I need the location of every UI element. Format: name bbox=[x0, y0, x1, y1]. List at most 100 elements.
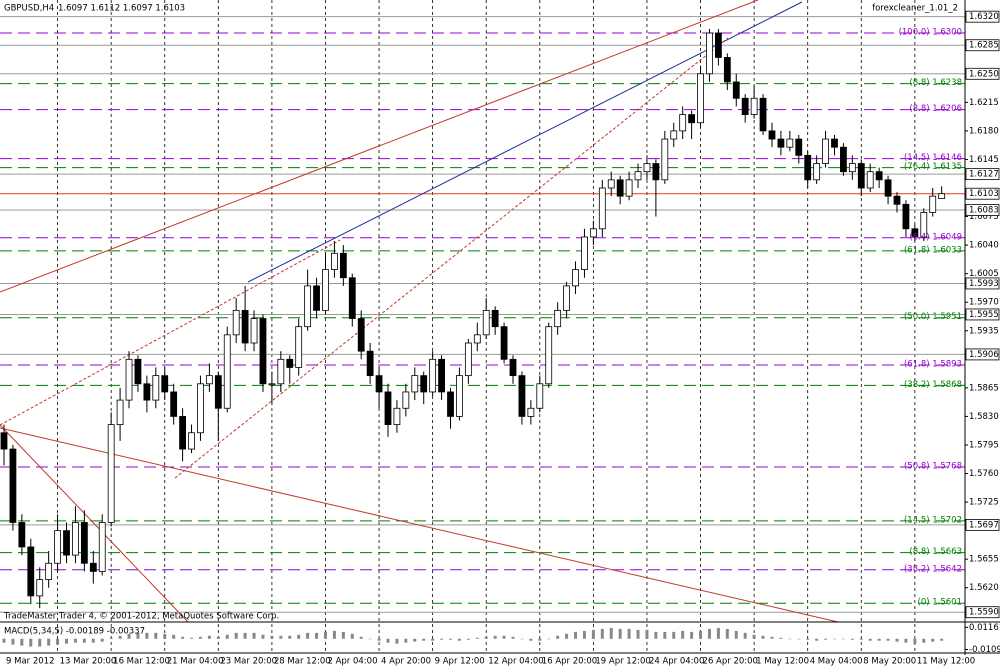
macd-bar bbox=[20, 638, 24, 646]
candle-body bbox=[920, 212, 928, 238]
price-label: 1.6285 bbox=[969, 41, 999, 51]
x-tick-label: 24 Apr 04:00 bbox=[649, 657, 704, 667]
macd-bar bbox=[832, 638, 836, 640]
candle-body bbox=[563, 285, 570, 311]
macd-bar bbox=[868, 638, 872, 641]
x-tick-label: 8 May 20:00 bbox=[863, 657, 916, 667]
macd-bar bbox=[538, 638, 542, 641]
candle-body bbox=[429, 358, 437, 393]
candle-body bbox=[706, 32, 713, 75]
candle-body bbox=[143, 383, 151, 401]
macd-bar bbox=[788, 638, 792, 640]
macd-bar bbox=[225, 634, 229, 639]
macd-bar bbox=[618, 628, 622, 639]
candle-body bbox=[456, 375, 463, 417]
candle-body bbox=[607, 179, 615, 189]
price-label-box bbox=[965, 10, 1000, 23]
x-tick-label: 21 Mar 04:00 bbox=[167, 657, 224, 667]
y-tick-label: 1.6145 bbox=[969, 155, 999, 165]
price-label: 1.5906 bbox=[969, 350, 999, 360]
macd-tick-label: 0.01161 bbox=[969, 623, 1000, 633]
macd-bar bbox=[484, 636, 488, 639]
macd-bar bbox=[511, 636, 515, 639]
candle-body bbox=[98, 522, 106, 572]
macd-bar bbox=[2, 638, 6, 643]
level-label: (100.0) 1.6300 bbox=[899, 28, 962, 38]
macd-bar bbox=[252, 632, 256, 639]
macd-bar bbox=[386, 638, 390, 643]
candle-body bbox=[679, 114, 687, 132]
level-label: (61.8) 1.6033 bbox=[904, 245, 962, 255]
price-label: 1.5697 bbox=[969, 520, 999, 530]
candle-body bbox=[581, 236, 588, 270]
candle-body bbox=[697, 73, 704, 124]
level-label: (50.8) 1.5768 bbox=[904, 462, 962, 472]
y-tick-label: 1.6180 bbox=[969, 126, 999, 136]
macd-bar bbox=[681, 630, 685, 639]
macd-bar bbox=[440, 638, 444, 640]
candle-body bbox=[89, 562, 97, 572]
candle-body bbox=[54, 530, 61, 564]
y-tick-label: 1.6215 bbox=[969, 98, 999, 108]
price-label-box bbox=[965, 606, 1000, 619]
candle-body bbox=[911, 228, 919, 238]
candle-body bbox=[223, 334, 231, 409]
x-tick-label: 23 Mar 20:00 bbox=[220, 657, 277, 667]
trend-line bbox=[174, 37, 729, 479]
y-tick-label: 1.5725 bbox=[969, 498, 999, 508]
candle-body bbox=[715, 32, 722, 58]
candle-body bbox=[527, 407, 535, 417]
y-tick-label: 1.5935 bbox=[969, 326, 999, 336]
macd-bar bbox=[323, 631, 327, 639]
macd-bar bbox=[395, 638, 399, 644]
candle-body bbox=[197, 383, 204, 434]
candle-body bbox=[152, 375, 160, 401]
candle-body bbox=[375, 375, 383, 393]
candle-body bbox=[786, 138, 794, 148]
candle-body bbox=[875, 171, 883, 181]
macd-bar bbox=[886, 638, 890, 641]
macd-bar bbox=[591, 629, 595, 639]
candle-body bbox=[893, 195, 901, 205]
macd-bar bbox=[145, 632, 149, 639]
macd-bar bbox=[332, 630, 336, 639]
macd-bar bbox=[190, 637, 194, 639]
level-label: (38.2) 1.5868 bbox=[904, 380, 962, 390]
candle-body bbox=[884, 179, 892, 197]
macd-bar bbox=[574, 631, 578, 639]
candle-body bbox=[857, 163, 865, 189]
price-label-box bbox=[965, 519, 1000, 531]
macd-bar bbox=[699, 630, 703, 639]
candle-body bbox=[741, 97, 749, 115]
y-tick-label: 1.6005 bbox=[969, 269, 999, 279]
macd-bar bbox=[797, 638, 801, 640]
macd-bar bbox=[288, 635, 292, 639]
candle-body bbox=[393, 407, 401, 425]
macd-bar bbox=[609, 627, 613, 639]
candle-body bbox=[402, 391, 410, 409]
candle-body bbox=[357, 318, 365, 352]
macd-bar bbox=[850, 638, 854, 640]
macd-bar bbox=[91, 638, 95, 643]
macd-bar bbox=[859, 638, 863, 640]
candle-body bbox=[72, 522, 79, 556]
candle-body bbox=[438, 358, 445, 393]
macd-bar bbox=[824, 638, 828, 640]
candle-body bbox=[759, 97, 767, 132]
macd-bar bbox=[565, 633, 569, 639]
trend-line bbox=[0, 0, 759, 293]
y-tick-label: 1.5655 bbox=[969, 555, 999, 565]
level-layer bbox=[0, 16, 965, 613]
macd-bar bbox=[654, 631, 658, 639]
candle-body bbox=[822, 138, 829, 164]
candle-body bbox=[259, 318, 267, 385]
macd-bar bbox=[707, 628, 711, 639]
chart-title: GBPUSD,H4 bbox=[4, 4, 54, 14]
macd-bar bbox=[56, 638, 60, 645]
candle-body bbox=[518, 375, 526, 417]
candle-body bbox=[304, 285, 312, 328]
x-tick-label: 16 Apr 20:00 bbox=[542, 657, 597, 667]
